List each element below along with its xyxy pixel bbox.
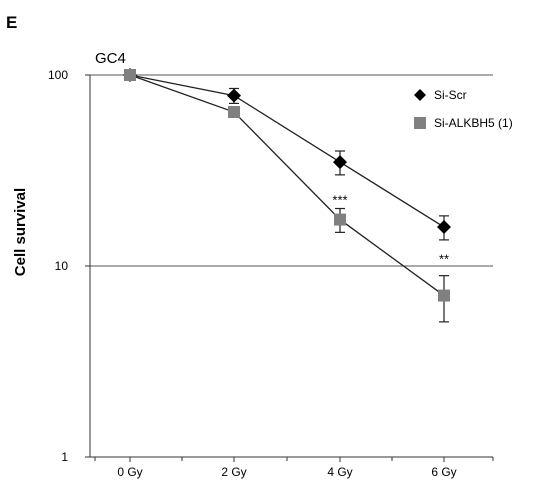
- x-tick-label-3: 6 Gy: [431, 465, 456, 479]
- x-tick-label-1: 2 Gy: [221, 465, 246, 479]
- legend-label-1: Si-ALKBH5 (1): [434, 116, 513, 130]
- chart-title: GC4: [95, 50, 126, 67]
- data-point-1-1: [228, 106, 240, 119]
- data-point-0-1: [227, 88, 241, 103]
- legend-marker-1: [414, 117, 426, 129]
- legend-label-0: Si-Scr: [434, 88, 467, 102]
- data-point-1-3: [438, 289, 450, 302]
- data-series: [123, 68, 451, 323]
- significance-mark-1: **: [439, 252, 449, 267]
- data-point-0-2: [333, 155, 347, 170]
- series-line-1: [129, 74, 445, 297]
- significance-mark-0: ***: [332, 193, 347, 208]
- series-0: [123, 68, 451, 241]
- panel-label: E: [6, 13, 17, 32]
- x-tick-label-2: 4 Gy: [327, 465, 352, 479]
- data-point-1-2: [334, 213, 346, 226]
- axes: 1 10 100 0 Gy 2 Gy 4 Gy 6 Gy: [48, 68, 494, 479]
- data-point-1-0: [124, 69, 136, 81]
- legend: Si-Scr Si-ALKBH5 (1): [414, 88, 513, 130]
- data-point-0-3: [437, 220, 451, 235]
- significance-annotations: *****: [332, 193, 449, 267]
- y-tick-label-100: 100: [48, 68, 68, 82]
- series-1: [124, 69, 450, 323]
- x-tick-label-0: 0 Gy: [117, 465, 142, 479]
- gridlines: [90, 74, 493, 267]
- y-tick-label-1: 1: [61, 450, 68, 464]
- y-tick-label-10: 10: [55, 259, 69, 273]
- y-axis-label: Cell survival: [12, 188, 29, 276]
- legend-marker-0: [414, 89, 426, 101]
- series-line-0: [129, 74, 445, 228]
